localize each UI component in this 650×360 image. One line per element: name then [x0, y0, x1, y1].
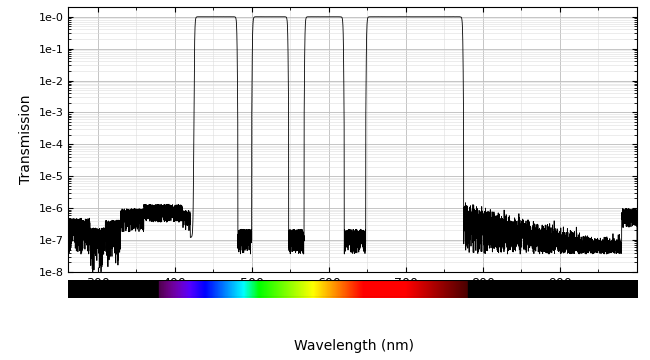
- Text: Wavelength (nm): Wavelength (nm): [294, 339, 414, 353]
- Y-axis label: Transmission: Transmission: [19, 95, 33, 184]
